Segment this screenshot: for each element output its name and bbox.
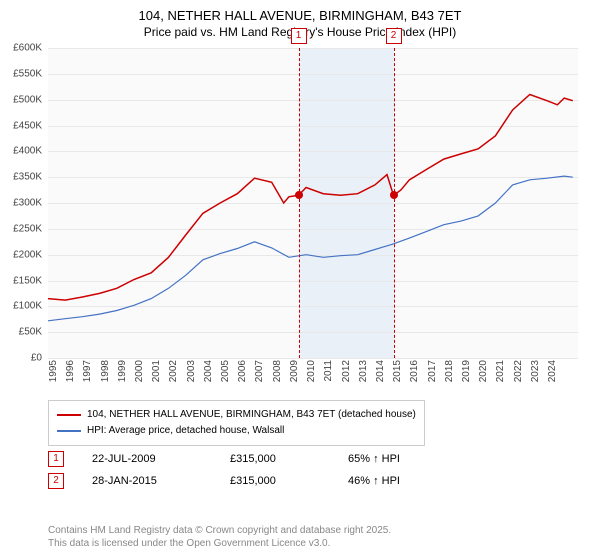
legend-label: 104, NETHER HALL AVENUE, BIRMINGHAM, B43… <box>87 407 416 423</box>
sale-marker-dot <box>295 191 303 199</box>
sale-table-row: 1 22-JUL-2009 £315,000 65% ↑ HPI <box>48 448 400 470</box>
x-tick-label: 2004 <box>203 360 214 382</box>
sale-date: 22-JUL-2009 <box>92 453 202 465</box>
x-tick-label: 2016 <box>409 360 420 382</box>
x-tick-label: 1999 <box>117 360 128 382</box>
sale-marker-line <box>394 48 395 358</box>
legend-swatch <box>57 430 81 432</box>
x-tick-label: 1995 <box>48 360 59 382</box>
legend: 104, NETHER HALL AVENUE, BIRMINGHAM, B43… <box>48 400 425 446</box>
x-tick-label: 2013 <box>358 360 369 382</box>
x-tick-label: 2023 <box>530 360 541 382</box>
legend-label: HPI: Average price, detached house, Wals… <box>87 423 284 439</box>
x-tick-label: 2002 <box>168 360 179 382</box>
sale-delta: 65% ↑ HPI <box>348 453 400 465</box>
sale-price: £315,000 <box>230 475 320 487</box>
y-tick-label: £50K <box>0 327 42 338</box>
x-tick-label: 2015 <box>392 360 403 382</box>
y-tick-label: £250K <box>0 223 42 234</box>
x-tick-label: 2001 <box>151 360 162 382</box>
y-tick-label: £550K <box>0 68 42 79</box>
y-tick-label: £500K <box>0 94 42 105</box>
sale-marker-line <box>299 48 300 358</box>
legend-swatch <box>57 414 81 416</box>
series-line <box>48 176 573 321</box>
chart-container: 104, NETHER HALL AVENUE, BIRMINGHAM, B43… <box>0 0 600 560</box>
credits: Contains HM Land Registry data © Crown c… <box>48 524 391 550</box>
sales-table: 1 22-JUL-2009 £315,000 65% ↑ HPI 2 28-JAN-201… <box>48 448 400 492</box>
y-tick-label: £600K <box>0 43 42 54</box>
x-tick-label: 2012 <box>341 360 352 382</box>
sale-table-badge: 2 <box>48 473 64 489</box>
x-tick-label: 2014 <box>375 360 386 382</box>
x-tick-label: 2005 <box>220 360 231 382</box>
sale-table-row: 2 28-JAN-2015 £315,000 46% ↑ HPI <box>48 470 400 492</box>
sale-marker-badge: 1 <box>291 28 307 44</box>
plot-area: 12 £0£50K£100K£150K£200K£250K£300K£350K£… <box>48 48 578 358</box>
x-tick-label: 2009 <box>289 360 300 382</box>
y-tick-label: £100K <box>0 301 42 312</box>
y-tick-label: £400K <box>0 146 42 157</box>
x-tick-label: 1997 <box>82 360 93 382</box>
credits-line: This data is licensed under the Open Gov… <box>48 537 391 550</box>
sale-delta: 46% ↑ HPI <box>348 475 400 487</box>
y-tick-label: £300K <box>0 198 42 209</box>
x-tick-label: 2021 <box>495 360 506 382</box>
x-tick-label: 2006 <box>237 360 248 382</box>
sale-marker-dot <box>390 191 398 199</box>
x-tick-label: 2022 <box>513 360 524 382</box>
x-tick-label: 2018 <box>444 360 455 382</box>
x-tick-label: 2010 <box>306 360 317 382</box>
sale-price: £315,000 <box>230 453 320 465</box>
y-tick-label: £350K <box>0 172 42 183</box>
credits-line: Contains HM Land Registry data © Crown c… <box>48 524 391 537</box>
x-tick-label: 2019 <box>461 360 472 382</box>
x-tick-label: 2017 <box>427 360 438 382</box>
sale-date: 28-JAN-2015 <box>92 475 202 487</box>
x-tick-label: 2008 <box>272 360 283 382</box>
x-tick-label: 1998 <box>100 360 111 382</box>
sale-marker-badge: 2 <box>386 28 402 44</box>
x-tick-label: 2003 <box>186 360 197 382</box>
x-tick-label: 2011 <box>323 360 334 382</box>
legend-item: HPI: Average price, detached house, Wals… <box>57 423 416 439</box>
x-tick-label: 2007 <box>254 360 265 382</box>
series-line <box>48 95 573 301</box>
x-tick-label: 2000 <box>134 360 145 382</box>
series-layer <box>48 48 578 358</box>
x-axis: 1995 1996 1997 1998 1999 2000 2001 2002 2003 2004… <box>48 358 578 386</box>
sale-table-badge: 1 <box>48 451 64 467</box>
x-tick-label: 2024 <box>547 360 558 382</box>
y-tick-label: £450K <box>0 120 42 131</box>
y-axis: £0£50K£100K£150K£200K£250K£300K£350K£400… <box>0 48 44 358</box>
y-tick-label: £150K <box>0 275 42 286</box>
y-tick-label: £200K <box>0 249 42 260</box>
chart-title: 104, NETHER HALL AVENUE, BIRMINGHAM, B43… <box>0 8 600 23</box>
y-tick-label: £0 <box>0 353 42 364</box>
x-tick-label: 2020 <box>478 360 489 382</box>
legend-item: 104, NETHER HALL AVENUE, BIRMINGHAM, B43… <box>57 407 416 423</box>
x-tick-label: 1996 <box>65 360 76 382</box>
